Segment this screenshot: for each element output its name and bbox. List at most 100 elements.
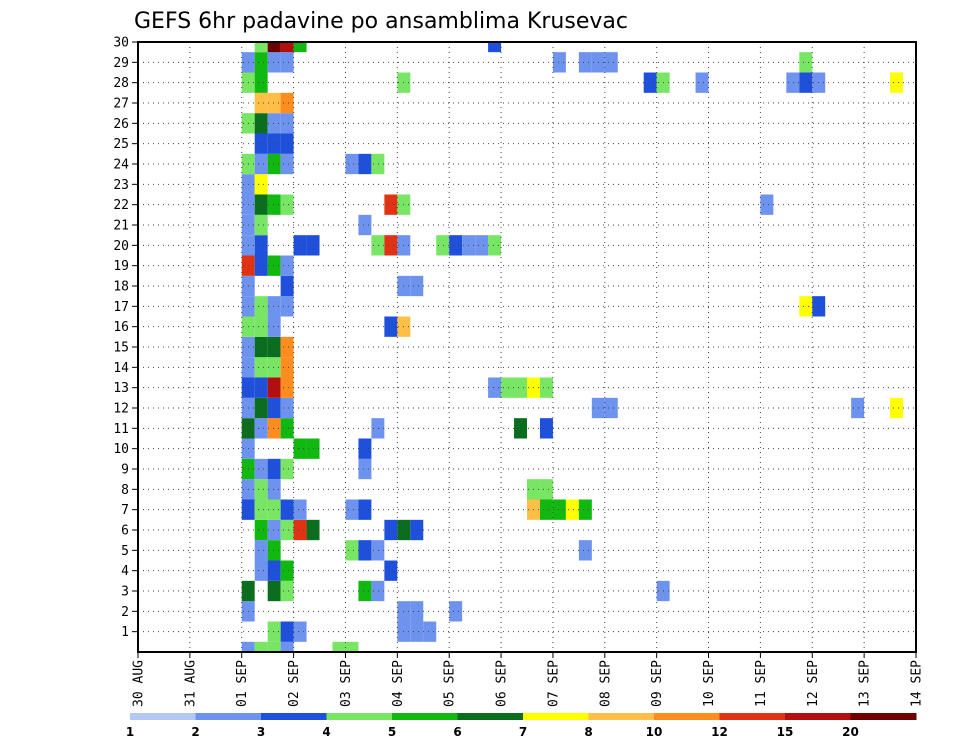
colorbar-swatch — [457, 713, 524, 720]
y-tick-label: 28 — [113, 76, 129, 91]
heatmap-cell — [267, 560, 281, 581]
heatmap-cell — [280, 357, 294, 378]
heatmap-cell — [254, 255, 268, 276]
heatmap-cell — [449, 235, 463, 256]
heatmap-cell — [280, 641, 294, 652]
heatmap-cell — [280, 42, 294, 53]
heatmap-cell — [384, 560, 398, 581]
x-tick-label: 08 SEP — [598, 660, 613, 707]
colorbar-label: 4 — [322, 725, 330, 739]
x-tick-label: 10 SEP — [702, 660, 717, 707]
grid-lines — [138, 41, 916, 652]
heatmap-cell — [552, 52, 566, 73]
colorbar: 1 2 3 4 5 6 7 8 10 12 15 20 — [126, 713, 917, 739]
y-tick-label: 6 — [121, 524, 129, 539]
y-tick-label: 7 — [121, 503, 129, 518]
x-tick-label: 07 SEP — [546, 660, 561, 707]
heatmap-cell — [890, 72, 904, 93]
colorbar-label: 1 — [126, 725, 134, 739]
heatmap-cell — [254, 174, 268, 195]
heatmap-cell — [280, 621, 294, 642]
heatmap-cell — [539, 499, 553, 520]
heatmap-cell — [371, 153, 385, 175]
heatmap-cell — [241, 641, 255, 652]
colorbar-swatch — [523, 713, 589, 720]
colorbar-label: 6 — [453, 725, 461, 739]
colorbar-label: 10 — [646, 725, 663, 739]
heatmap-cell — [384, 519, 398, 541]
heatmap-cell — [410, 601, 424, 622]
colorbar-swatch — [850, 713, 917, 720]
heatmap-cell — [293, 519, 307, 541]
heatmap-cell — [488, 42, 502, 53]
heatmap-cell — [280, 499, 294, 520]
y-tick-label: 20 — [113, 239, 129, 254]
heatmap-cell — [280, 133, 294, 154]
heatmap-cell — [578, 52, 592, 73]
heatmap-cell — [410, 621, 424, 642]
heatmap-cell — [410, 275, 424, 297]
heatmap-cell — [358, 540, 372, 561]
heatmap-cell — [552, 499, 566, 520]
heatmap-cell — [267, 540, 281, 561]
heatmap-cell — [514, 377, 527, 398]
heatmap-cell — [254, 540, 268, 561]
heatmap-cell — [280, 113, 294, 134]
heatmap-cell — [267, 194, 281, 215]
chart-title: GEFS 6hr padavine po ansamblima Krusevac — [134, 9, 628, 34]
heatmap-cell — [293, 438, 307, 459]
heatmap-cell — [280, 580, 294, 602]
heatmap-cell — [267, 580, 281, 602]
y-tick-label: 4 — [121, 564, 129, 579]
heatmap-cell — [267, 519, 281, 541]
y-tick-label: 10 — [113, 442, 129, 457]
heatmap-cell — [267, 418, 281, 439]
y-tick-label: 18 — [113, 280, 129, 295]
colorbar-swatch — [654, 713, 720, 720]
heatmap-cell — [449, 601, 463, 622]
heatmap-cell — [254, 357, 268, 378]
colorbar-label: 2 — [191, 725, 199, 739]
heatmap-cells — [241, 42, 904, 652]
heatmap-cell — [475, 235, 489, 256]
colorbar-swatch — [130, 713, 196, 720]
heatmap-cell — [578, 540, 592, 561]
heatmap-cell — [254, 52, 268, 73]
heatmap-cell — [358, 438, 372, 459]
y-tick-label: 12 — [113, 402, 129, 417]
heatmap-cell — [332, 641, 346, 652]
x-tick-label: 14 SEP — [910, 660, 925, 707]
y-tick-label: 17 — [113, 300, 129, 315]
heatmap-cell — [280, 275, 294, 297]
y-tick-label: 8 — [121, 483, 129, 498]
heatmap-cell — [267, 133, 281, 154]
heatmap-cell — [267, 336, 281, 358]
heatmap-cell — [358, 580, 372, 602]
heatmap-cell — [254, 499, 268, 520]
heatmap-cell — [254, 479, 268, 500]
heatmap-cell — [267, 113, 281, 134]
heatmap-cell — [254, 194, 268, 215]
heatmap-cell — [293, 621, 307, 642]
colorbar-swatch — [719, 713, 786, 720]
heatmap-cell — [267, 397, 281, 419]
y-tick-label: 24 — [113, 158, 129, 173]
x-axis-ticks: 30 AUG 31 AUG 01 SEP 02 SEP 03 SEP 04 SEP 05 S… — [132, 652, 925, 707]
x-tick-label: 02 SEP — [287, 660, 302, 707]
heatmap-cell — [345, 540, 359, 561]
heatmap-cell — [384, 194, 398, 215]
y-tick-label: 2 — [121, 605, 129, 620]
y-tick-label: 16 — [113, 320, 129, 335]
heatmap-cell — [760, 194, 774, 215]
heatmap-cell — [267, 377, 281, 398]
heatmap-cell — [293, 499, 307, 520]
y-tick-label: 15 — [113, 341, 129, 356]
y-tick-label: 19 — [113, 259, 129, 274]
y-tick-label: 22 — [113, 198, 129, 213]
heatmap-cell — [578, 499, 592, 520]
y-tick-label: 11 — [113, 422, 129, 437]
y-tick-label: 21 — [113, 219, 129, 234]
colorbar-label: 5 — [388, 725, 396, 739]
y-tick-label: 3 — [121, 585, 129, 600]
heatmap-cell — [280, 255, 294, 276]
